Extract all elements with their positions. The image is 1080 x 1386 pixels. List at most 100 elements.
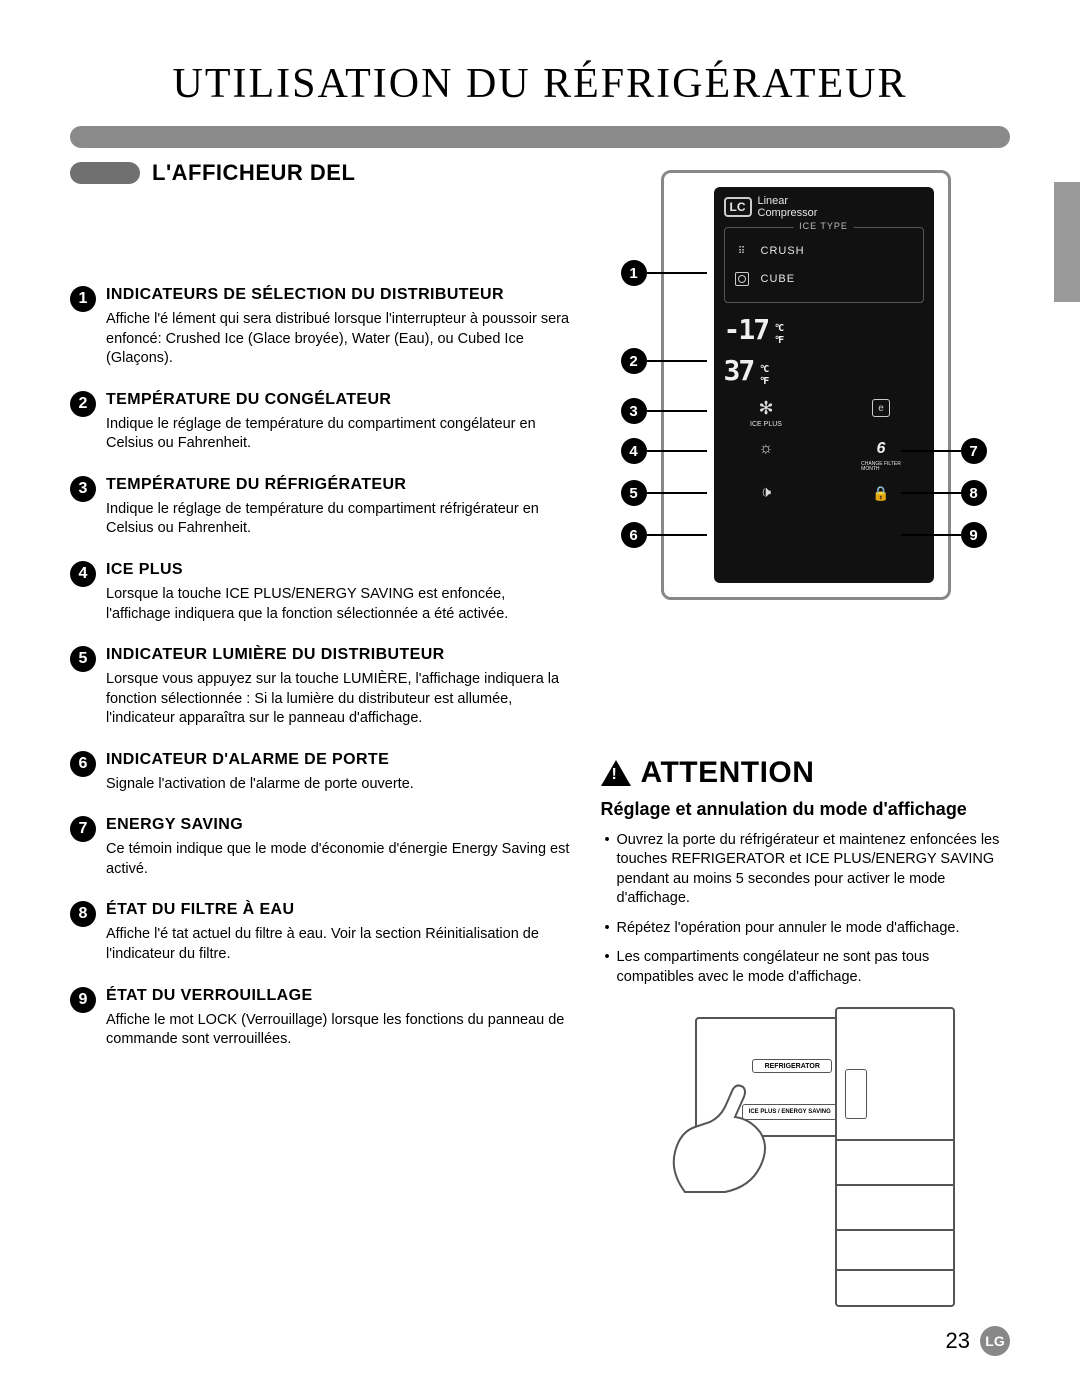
right-column: LC Linear Compressor ICE TYPE CRUSH (601, 286, 1011, 1317)
callout-badge: 1 (621, 260, 647, 286)
snowflake-icon: ✻ (755, 397, 777, 419)
attention-bullet: Ouvrez la porte du réfrigérateur et main… (605, 831, 1011, 909)
item-body: ICE PLUSLorsque la touche ICE PLUS/ENERG… (106, 561, 571, 624)
freezer-temp-row: -17 °C °F (724, 313, 924, 346)
item-number-badge: 8 (70, 901, 96, 927)
item-title: ÉTAT DU VERROUILLAGE (106, 987, 571, 1005)
lc-line2: Compressor (758, 207, 818, 219)
item-body: INDICATEUR LUMIÈRE DU DISTRIBUTEURLorsqu… (106, 646, 571, 729)
page-root: UTILISATION DU RÉFRIGÉRATEUR L'AFFICHEUR… (0, 0, 1080, 1386)
door-line-4 (837, 1269, 953, 1271)
main-title: UTILISATION DU RÉFRIGÉRATEUR (70, 60, 1010, 108)
lock-icon (870, 482, 892, 504)
item-row: 6INDICATEUR D'ALARME DE PORTESignale l'a… (70, 751, 571, 795)
lc-line1: Linear (758, 195, 789, 207)
item-body: ÉTAT DU FILTRE À EAU Affiche l'é tat actu… (106, 901, 571, 964)
item-title: TEMPÉRATURE DU CONGÉLATEUR (106, 391, 571, 409)
lock-cell (839, 482, 924, 504)
attention-bullet: Les compartiments congélateur ne sont pa… (605, 948, 1011, 987)
item-row: 8 ÉTAT DU FILTRE À EAU Affiche l'é tat act… (70, 901, 571, 964)
item-title: ICE PLUS (106, 561, 571, 579)
callout-badge: 3 (621, 398, 647, 424)
item-number-badge: 4 (70, 561, 96, 587)
display-panel-wrap: LC Linear Compressor ICE TYPE CRUSH (661, 170, 951, 600)
attention-head: ATTENTION (601, 756, 1011, 790)
item-desc: Affiche le mot LOCK (Verrouillage) lorsq… (106, 1011, 571, 1050)
cube-icon-wrap (731, 268, 753, 290)
lc-badge: LC (724, 197, 752, 217)
item-desc: Indique le réglage de température du com… (106, 415, 571, 454)
hand-icon (665, 1077, 775, 1197)
page-footer: 23 LG (946, 1326, 1010, 1356)
filter-icon: 6 (870, 438, 892, 460)
item-row: 3 TEMPÉRATURE DU RÉFRIGÉRATEUR Indique le … (70, 476, 571, 539)
item-number-badge: 3 (70, 476, 96, 502)
callout-badge: 6 (621, 522, 647, 548)
item-row: 4 ICE PLUSLorsque la touche ICE PLUS/ENER… (70, 561, 571, 624)
item-desc: Affiche l'é tat actuel du filtre à eau. … (106, 925, 571, 964)
item-desc: Affiche l'é lément qui sera distribué lo… (106, 310, 571, 369)
item-desc: Ce témoin indique que le mode d'économie… (106, 840, 571, 879)
callout-badge: 7 (961, 438, 987, 464)
fridge-illustration: REFRIGERATOR ICE PLUS / ENERGY SAVING (655, 1007, 955, 1317)
door-line-3 (837, 1229, 953, 1231)
side-tab (1054, 182, 1080, 302)
item-number-badge: 2 (70, 391, 96, 417)
unit-f-2: °F (759, 377, 767, 387)
fridge-temp: 37 (724, 354, 754, 387)
fridge-units: °C °F (759, 365, 767, 387)
display-panel: LC Linear Compressor ICE TYPE CRUSH (661, 170, 951, 600)
crush-row: CRUSH (731, 240, 917, 262)
ice-type-box: ICE TYPE CRUSH CUBE (724, 227, 924, 303)
freezer-units: °C °F (774, 324, 782, 346)
attention-title: ATTENTION (641, 756, 815, 790)
item-number-badge: 6 (70, 751, 96, 777)
item-desc: Indique le réglage de température du com… (106, 500, 571, 539)
door-line-1 (837, 1139, 953, 1141)
columns: 1INDICATEURS DE SÉLECTION DU DISTRIBUTEU… (70, 286, 1010, 1317)
section-title: L'AFFICHEUR DEL (152, 160, 355, 186)
fridge-temp-row: 37 °C °F (724, 354, 924, 387)
section-bullet (70, 162, 140, 184)
item-row: 7ENERGY SAVINGCe témoin indique que le m… (70, 816, 571, 879)
unit-c: °C (774, 324, 782, 334)
ice-type-label: ICE TYPE (793, 221, 854, 231)
attention-bullet: Répétez l'opération pour annuler le mode… (605, 919, 1011, 939)
light-cell (724, 438, 809, 472)
left-column: 1INDICATEURS DE SÉLECTION DU DISTRIBUTEU… (70, 286, 571, 1317)
cube-icon (735, 272, 749, 286)
ice-plus-cell: ✻ ICE PLUS (724, 397, 809, 428)
item-title: ÉTAT DU FILTRE À EAU (106, 901, 571, 919)
item-body: TEMPÉRATURE DU CONGÉLATEUR Indique le rég… (106, 391, 571, 454)
callout-badge: 4 (621, 438, 647, 464)
bulb-icon (755, 438, 777, 460)
item-number-badge: 5 (70, 646, 96, 672)
energy-cell: e (839, 397, 924, 428)
lg-logo: LG (980, 1326, 1010, 1356)
refrigerator-button: REFRIGERATOR (752, 1059, 832, 1073)
item-number-badge: 9 (70, 987, 96, 1013)
unit-f: °F (774, 336, 782, 346)
filter-label: CHANGE FILTER MONTH (861, 462, 901, 472)
dispenser-recess (845, 1069, 867, 1119)
callout-badge: 9 (961, 522, 987, 548)
item-number-badge: 7 (70, 816, 96, 842)
callout-badge: 5 (621, 480, 647, 506)
attention-subtitle: Réglage et annulation du mode d'affichag… (601, 798, 1011, 821)
door-line-2 (837, 1184, 953, 1186)
item-number-badge: 1 (70, 286, 96, 312)
lc-text: Linear Compressor (758, 195, 818, 219)
item-title: INDICATEUR LUMIÈRE DU DISTRIBUTEUR (106, 646, 571, 664)
cube-row: CUBE (731, 268, 917, 290)
plug-icon: e (872, 399, 890, 417)
item-row: 5 INDICATEUR LUMIÈRE DU DISTRIBUTEURLorsq… (70, 646, 571, 729)
unit-c-2: °C (759, 365, 767, 375)
speaker-icon (755, 482, 777, 504)
fridge-body (835, 1007, 955, 1307)
item-row: 1INDICATEURS DE SÉLECTION DU DISTRIBUTEU… (70, 286, 571, 369)
alarm-cell (724, 482, 809, 504)
divider-bar (70, 126, 1010, 148)
crush-label: CRUSH (761, 245, 805, 257)
item-title: TEMPÉRATURE DU RÉFRIGÉRATEUR (106, 476, 571, 494)
freezer-temp: -17 (724, 313, 769, 346)
